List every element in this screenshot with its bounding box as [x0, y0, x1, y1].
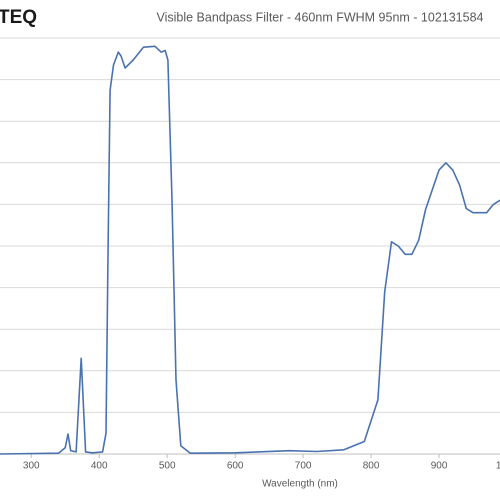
x-tick-label: 1000: [496, 461, 500, 472]
x-tick-label: 900: [431, 461, 448, 472]
x-tick-label: 800: [363, 461, 380, 472]
x-tick-label: 300: [23, 461, 40, 472]
x-tick-label: 600: [227, 461, 244, 472]
x-tick-label: 700: [295, 461, 312, 472]
data-line: [0, 45, 500, 455]
x-axis-title: Wavelength (nm): [262, 479, 338, 490]
chart-title: Visible Bandpass Filter - 460nm FWHM 95n…: [156, 10, 483, 24]
logo: TEQ: [0, 7, 37, 28]
x-tick-label: 500: [159, 461, 176, 472]
x-tick-label: 400: [91, 461, 108, 472]
